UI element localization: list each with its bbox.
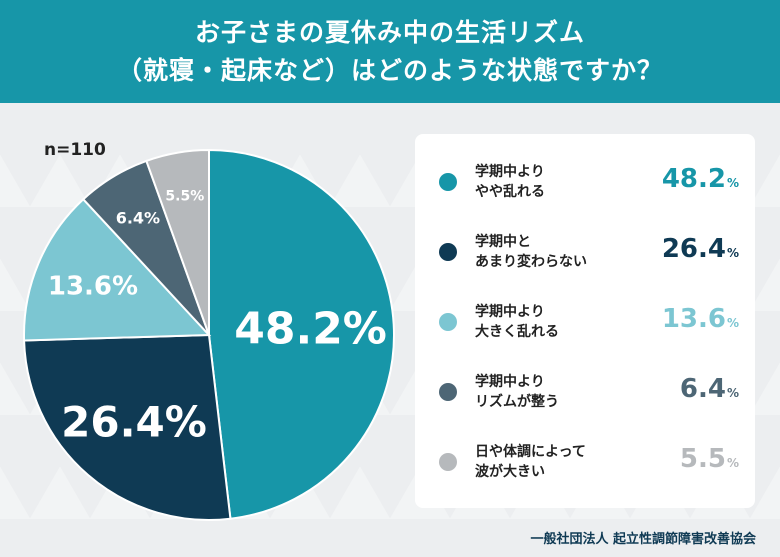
legend-label: 学期中よりやや乱れる: [475, 162, 645, 202]
legend-value-unit: %: [726, 456, 739, 470]
pie-slice-0: [208, 148, 395, 520]
legend-label-line: 日や体調によって: [475, 444, 586, 460]
legend-swatch: [439, 243, 457, 261]
legend-value-number: 6.4: [679, 374, 726, 404]
legend-swatch: [439, 453, 457, 471]
legend-item: 学期中より大きく乱れる 13.6%: [415, 292, 755, 352]
legend-value: 13.6%: [662, 304, 739, 334]
legend-value-unit: %: [726, 246, 739, 260]
legend-value-unit: %: [726, 316, 739, 330]
pie-data-label-1: 26.4%: [61, 397, 207, 446]
legend-label-line: 学期中より: [475, 374, 545, 390]
legend-label-line: 波が大きい: [475, 464, 545, 480]
pie-chart: 48.2% 26.4% 13.6% 6.4% 5.5%: [23, 148, 395, 521]
pie-data-label-3: 6.4%: [116, 209, 160, 228]
legend-value-number: 13.6: [661, 304, 726, 334]
legend-label-line: 学期中より: [475, 164, 545, 180]
pie-data-label-4: 5.5%: [165, 188, 204, 204]
legend-value-unit: %: [726, 386, 739, 400]
legend-swatch: [439, 173, 457, 191]
pie-slice-1: [23, 333, 232, 521]
title-line-2: （就寝・起床など）はどのような状態ですか？: [116, 55, 663, 85]
sample-size: n=110: [44, 140, 106, 160]
source-credit: 一般社団法人 起立性調節障害改善協会: [530, 532, 756, 547]
header-banner: お子さまの夏休み中の生活リズム （就寝・起床など）はどのような状態ですか？: [0, 0, 780, 103]
legend-item: 学期中とあまり変わらない 26.4%: [415, 222, 755, 282]
legend-item: 学期中よりリズムが整う 6.4%: [415, 362, 755, 422]
legend-value-number: 48.2: [661, 164, 726, 194]
pie-data-label-0: 48.2%: [234, 304, 387, 355]
title-line-1: お子さまの夏休み中の生活リズム: [194, 17, 585, 47]
legend-label: 学期中とあまり変わらない: [475, 232, 645, 272]
legend-label: 学期中より大きく乱れる: [475, 302, 645, 342]
legend-label-line: 学期中と: [475, 234, 531, 250]
pie-slice-2: [23, 197, 212, 342]
legend-swatch: [439, 313, 457, 331]
pie-data-label-2: 13.6%: [48, 271, 138, 301]
legend-value: 26.4%: [662, 234, 739, 264]
legend-label: 日や体調によって 波が大きい: [475, 442, 645, 482]
legend-value-number: 5.5: [679, 444, 726, 474]
legend-label-line: リズムが整う: [475, 394, 559, 410]
legend-value: 48.2%: [662, 164, 739, 194]
legend-value-number: 26.4: [661, 234, 726, 264]
legend-panel: 学期中より やや乱れる 48.2% 学期中と あまり変わらない 26.4% 学期中より 大きく…: [415, 134, 755, 508]
legend-label-line: やや乱れる: [475, 184, 545, 200]
legend-swatch: [439, 383, 457, 401]
legend-value: 6.4%: [680, 374, 739, 404]
legend-value: 5.5%: [680, 444, 739, 474]
legend-label: 学期中よりリズムが整う: [475, 372, 645, 412]
legend-label-line: 学期中より: [475, 304, 545, 320]
legend-label-line: あまり変わらない: [475, 254, 587, 270]
legend-item: 学期中よりやや乱れる 48.2%: [415, 152, 755, 212]
legend-label-line: 大きく乱れる: [475, 324, 559, 340]
legend-item: 日や体調によって 波が大きい 5.5%: [415, 432, 755, 492]
legend-value-unit: %: [726, 176, 739, 190]
pie-slice-4: [145, 148, 210, 336]
